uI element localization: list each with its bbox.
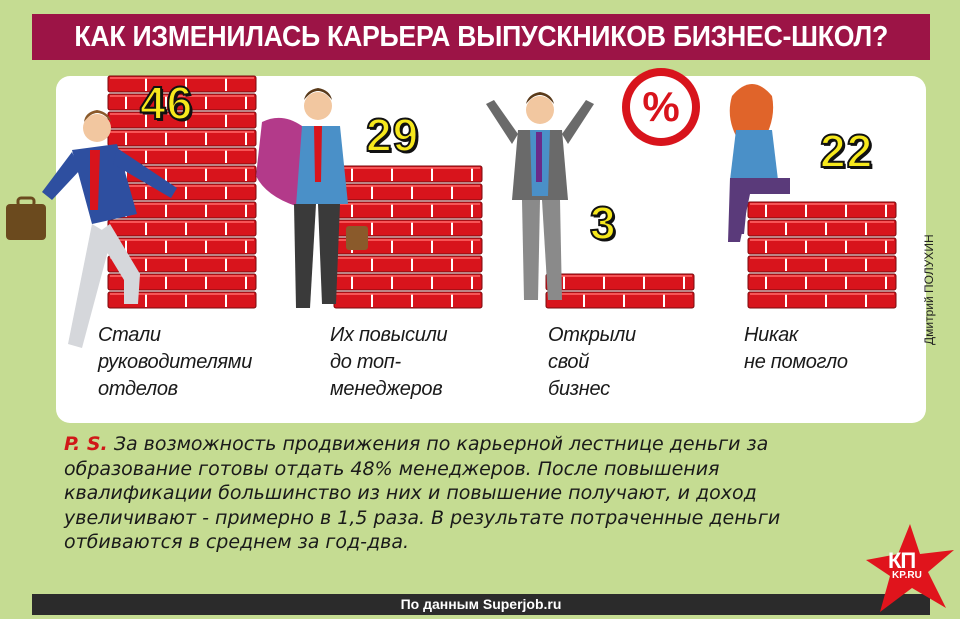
kp-logo-icon [866,524,954,612]
value-label-3: 22 [819,124,874,178]
category-label-3: Никак не помогло [744,324,848,373]
ps-text: За возможность продвижения по карьерной … [64,433,781,553]
percent-icon: % [622,68,700,146]
bar-2 [545,273,695,309]
category-label-1: Их повысили до топ- менеджеров [330,324,448,400]
logo-domain: KP.RU [892,570,922,581]
postscript: P. S. За возможность продвижения по карь… [64,432,844,555]
title-banner: КАК ИЗМЕНИЛАСЬ КАРЬЕРА ВЫПУСКНИКОВ БИЗНЕ… [32,14,930,60]
bar-3 [747,201,897,309]
man-celebrating-illustration [486,92,594,300]
ps-label: P. S. [64,433,108,455]
source-banner: По данным Superjob.ru [32,594,930,615]
author-credit: Дмитрий ПОЛУХИН [922,234,936,345]
man-walking-illustration [256,88,368,308]
man-running-illustration [6,110,177,348]
source-text: По данным Superjob.ru [400,596,562,612]
percent-sign: % [630,76,692,138]
value-label-1: 29 [365,108,420,162]
value-label-2: 3 [589,196,617,250]
category-label-0: Стали руководителями отделов [98,324,253,400]
chart-title: КАК ИЗМЕНИЛАСЬ КАРЬЕРА ВЫПУСКНИКОВ БИЗНЕ… [74,20,888,53]
value-label-0: 46 [139,76,194,130]
bar-0 [107,75,257,309]
category-label-2: Открыли свой бизнес [548,324,636,400]
logo-text: КП [888,548,916,573]
woman-sitting-illustration [728,84,790,242]
